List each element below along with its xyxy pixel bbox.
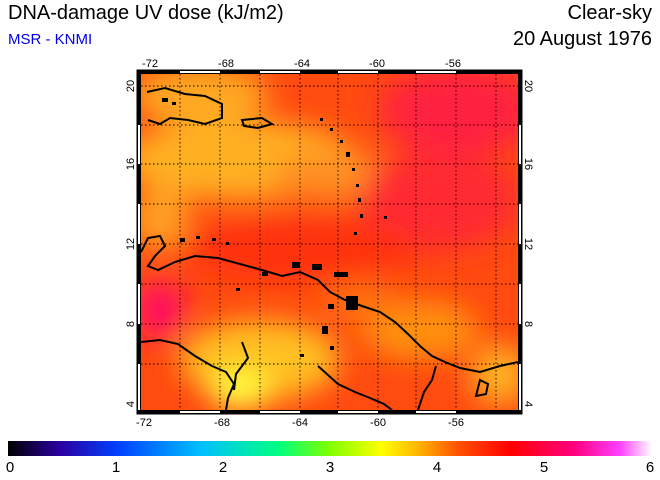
lon-tick-bottom: -64 bbox=[292, 417, 308, 429]
lat-ticks-right: 4 8 12 16 20 bbox=[522, 80, 534, 407]
colorbar bbox=[8, 441, 652, 456]
colorbar-label: 6 bbox=[645, 459, 655, 476]
lon-tick-top: -56 bbox=[445, 58, 461, 70]
source-label: MSR - KNMI bbox=[8, 31, 93, 48]
lat-tick-right: 20 bbox=[522, 80, 534, 92]
lon-ticks-top: -72 -68 -64 -60 -56 bbox=[142, 58, 461, 70]
lon-tick-top: -68 bbox=[218, 58, 234, 70]
lon-ticks-bottom: -72 -68 -64 -60 -56 bbox=[136, 417, 464, 429]
colorbar-label: 3 bbox=[325, 459, 335, 476]
graticule bbox=[141, 74, 518, 410]
lon-tick-bottom: -56 bbox=[448, 417, 464, 429]
lat-tick-left: 16 bbox=[125, 158, 137, 170]
colorbar-label: 2 bbox=[218, 459, 228, 476]
colorbar-label: 5 bbox=[539, 459, 549, 476]
colorbar-label: 0 bbox=[5, 459, 15, 476]
lon-tick-top: -60 bbox=[369, 58, 385, 70]
uv-dose-heatmap bbox=[141, 74, 518, 410]
map-frame bbox=[136, 69, 523, 415]
colorbar-label: 1 bbox=[111, 459, 121, 476]
lon-tick-bottom: -68 bbox=[214, 417, 230, 429]
map-title: DNA-damage UV dose (kJ/m2) bbox=[8, 2, 284, 24]
lat-tick-right: 8 bbox=[522, 321, 534, 327]
islands bbox=[162, 98, 387, 357]
lat-tick-left: 12 bbox=[125, 238, 137, 250]
scenario-label: Clear-sky bbox=[567, 2, 652, 24]
lat-tick-right: 16 bbox=[522, 158, 534, 170]
lat-tick-left: 4 bbox=[125, 401, 137, 407]
coastlines bbox=[141, 86, 518, 410]
lat-tick-left: 20 bbox=[125, 80, 137, 92]
date-label: 20 August 1976 bbox=[512, 28, 652, 50]
lon-tick-top: -64 bbox=[294, 58, 310, 70]
lon-tick-bottom: -60 bbox=[370, 417, 386, 429]
lat-ticks-left: 4 8 12 16 20 bbox=[125, 80, 137, 407]
lat-tick-right: 4 bbox=[522, 401, 534, 407]
colorbar-label: 4 bbox=[432, 459, 442, 476]
lon-tick-top: -72 bbox=[142, 58, 158, 70]
lon-tick-bottom: -72 bbox=[136, 417, 152, 429]
lat-tick-left: 8 bbox=[125, 321, 137, 327]
lat-tick-right: 12 bbox=[522, 238, 534, 250]
